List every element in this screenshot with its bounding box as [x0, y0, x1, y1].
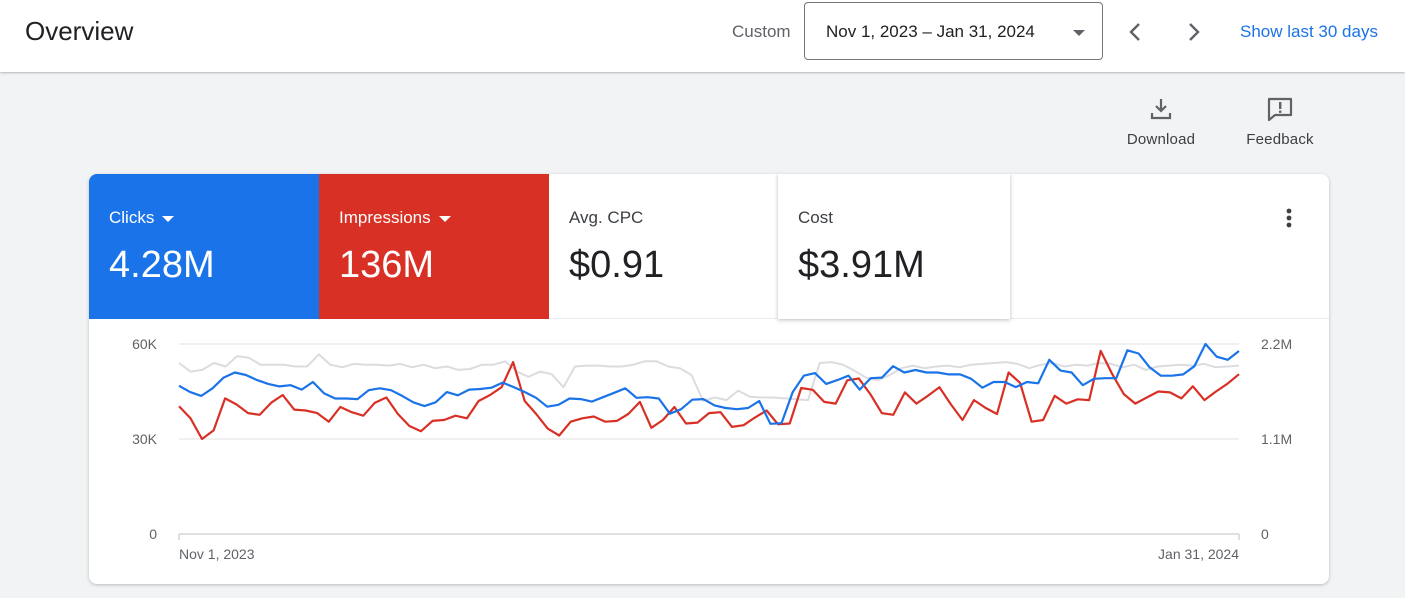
dropdown-arrow-icon[interactable]: [162, 215, 175, 222]
date-range-value: Nov 1, 2023 – Jan 31, 2024: [826, 22, 1035, 41]
metric-value-cost: $3.91M: [798, 244, 925, 286]
page-title: Overview: [25, 16, 134, 46]
series-line-impressions: [178, 349, 1240, 441]
y-left-tick-label: 0: [149, 526, 157, 542]
dropdown-arrow-icon[interactable]: [438, 215, 451, 222]
metric-label-cost: Cost: [798, 208, 833, 227]
metric-label-impressions: Impressions: [339, 208, 451, 228]
download-button[interactable]: Download: [1111, 96, 1211, 148]
metric-tile-clicks[interactable]: Clicks 4.28M: [89, 174, 319, 319]
more-vert-icon: [1286, 208, 1292, 228]
date-range-select[interactable]: Nov 1, 2023 – Jan 31, 2024: [804, 2, 1103, 60]
feedback-label: Feedback: [1246, 131, 1314, 148]
metric-tile-avg-cpc[interactable]: Avg. CPC $0.91: [549, 174, 779, 319]
performance-chart: 0 30K 60K 0 1.1M 2.2M Nov 1, 2023 Jan 31…: [132, 336, 1292, 562]
series-line-clicks: [178, 342, 1240, 425]
next-period-button[interactable]: [1178, 16, 1210, 48]
chart-gridlines: [178, 343, 1240, 540]
chevron-right-icon: [1189, 23, 1200, 41]
custom-range-label: Custom: [732, 22, 791, 41]
feedback-icon: [1267, 97, 1293, 122]
y-right-tick-label: 1.1M: [1261, 431, 1292, 447]
download-icon: [1150, 99, 1172, 120]
top-bar: Overview Custom Nov 1, 2023 – Jan 31, 20…: [0, 0, 1405, 72]
metric-value-clicks: 4.28M: [109, 244, 215, 286]
more-options-button[interactable]: [1275, 204, 1303, 232]
show-last-30-days-link[interactable]: Show last 30 days: [1240, 22, 1378, 41]
feedback-button[interactable]: Feedback: [1230, 96, 1330, 148]
chart-series: [178, 342, 1240, 441]
series-line-cost: [178, 353, 1240, 402]
metric-label-avg-cpc: Avg. CPC: [569, 208, 644, 227]
y-left-tick-label: 60K: [132, 336, 158, 352]
download-label: Download: [1126, 131, 1196, 148]
x-tick-label-start: Nov 1, 2023: [179, 546, 255, 562]
y-left-tick-label: 30K: [132, 431, 158, 447]
metric-value-avg-cpc: $0.91: [569, 244, 665, 286]
metric-label-clicks-text: Clicks: [109, 208, 155, 227]
metric-value-impressions: 136M: [339, 244, 435, 286]
metric-tile-cost[interactable]: Cost $3.91M: [778, 174, 1010, 319]
metric-label-impressions-text: Impressions: [339, 208, 431, 227]
x-tick-label-end: Jan 31, 2024: [1158, 546, 1239, 562]
metric-label-clicks: Clicks: [109, 208, 175, 228]
y-right-tick-label: 0: [1261, 526, 1269, 542]
overview-card: Clicks 4.28M Impressions 136M Avg. CPC $…: [89, 174, 1329, 584]
dropdown-arrow-icon: [1073, 30, 1085, 36]
chevron-left-icon: [1129, 23, 1140, 41]
previous-period-button[interactable]: [1119, 16, 1151, 48]
y-right-tick-label: 2.2M: [1261, 336, 1292, 352]
tile-divider: [1010, 318, 1329, 319]
metric-tile-impressions[interactable]: Impressions 136M: [319, 174, 549, 319]
